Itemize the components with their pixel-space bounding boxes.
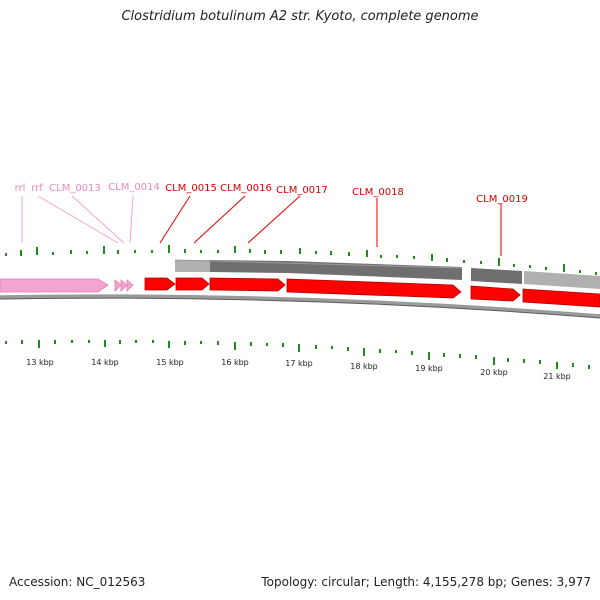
gene-labels: rrl rrf CLM_0013 CLM_0014 CLM_0015 CLM_0… (15, 182, 528, 205)
clm-0014-gene (126, 279, 134, 292)
gene-label-rrl: rrl (15, 183, 26, 194)
map-title: Clostridium botulinum A2 str. Kyoto, com… (121, 9, 479, 24)
hit-track (174, 259, 600, 289)
scale-labels: 13 kbp 14 kbp 15 kbp 16 kbp 17 kbp 18 kb… (26, 358, 571, 381)
clm-0015-gene (144, 277, 176, 291)
accession-text: Accession: NC_012563 (9, 575, 146, 589)
gene-label-clm-0019: CLM_0019 (476, 194, 528, 205)
gene-label-clm-0014: CLM_0014 (108, 182, 160, 193)
gene-label-clm-0017: CLM_0017 (276, 185, 328, 196)
lower-tick-row (5, 340, 590, 369)
scale-label-20kbp: 20 kbp (480, 368, 508, 377)
next-cds-gene (522, 288, 600, 308)
scale-label-19kbp: 19 kbp (415, 364, 443, 373)
scale-label-21kbp: 21 kbp (543, 372, 571, 381)
clm-0017-gene (209, 277, 286, 292)
scale-label-15kbp: 15 kbp (156, 358, 184, 367)
cds-features (144, 277, 600, 308)
gene-label-clm-0016: CLM_0016 (220, 183, 272, 194)
clm-0018-gene (286, 278, 462, 299)
scale-label-14kbp: 14 kbp (91, 358, 119, 367)
upper-tick-row (5, 245, 597, 275)
genome-stats-text: Topology: circular; Length: 4,155,278 bp… (261, 575, 591, 589)
gene-label-clm-0018: CLM_0018 (352, 187, 404, 198)
scale-label-18kbp: 18 kbp (350, 362, 378, 371)
gene-label-rrf: rrf (31, 183, 43, 194)
clm-0013-gene (120, 279, 128, 292)
clm-0019-gene (470, 285, 521, 302)
rna-features (0, 278, 134, 293)
scale-label-17kbp: 17 kbp (285, 359, 313, 368)
gene-label-clm-0015: CLM_0015 (165, 183, 217, 194)
backbone (0, 294, 600, 319)
clm-0016-gene (175, 277, 210, 291)
rrl-gene (0, 278, 109, 293)
scale-label-16kbp: 16 kbp (221, 358, 249, 367)
gene-label-clm-0013: CLM_0013 (49, 183, 101, 194)
rrf-gene (114, 279, 122, 292)
scale-label-13kbp: 13 kbp (26, 358, 54, 367)
label-leaders (21, 195, 502, 256)
